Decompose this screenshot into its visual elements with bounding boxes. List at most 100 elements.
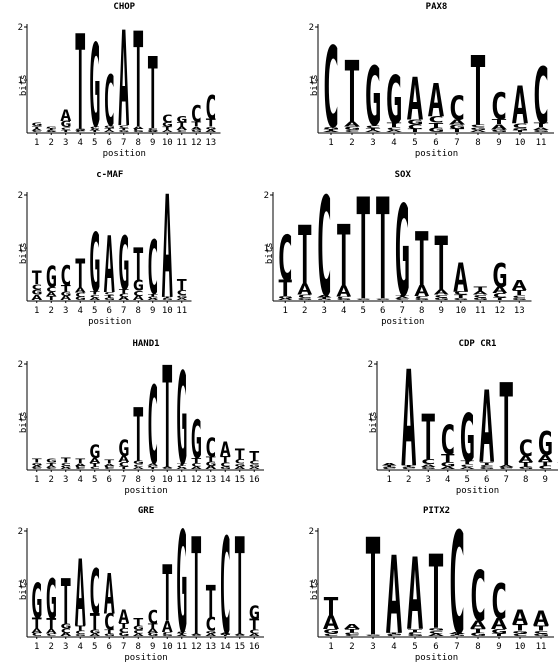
glyph-T: T [31,458,42,464]
glyph-G: G [317,299,333,301]
x-axis-label: position [124,653,167,663]
glyph-A: A [344,622,361,631]
y-axis-label: bits [369,411,379,433]
glyph-T: T [75,251,86,297]
glyph-A: A [46,291,58,298]
x-tick-label: 10 [162,475,173,485]
glyph-A: A [375,298,391,299]
x-tick-label: 10 [162,306,173,316]
x-tick-label: 3 [63,642,68,652]
glyph-A: A [60,467,71,469]
glyph-C: C [317,170,332,328]
glyph-T: T [162,337,173,501]
glyph-G: G [470,632,487,637]
y-tick-label: 1 [18,76,23,86]
x-tick-label: 13 [514,306,525,316]
x-tick-label: 9 [150,138,155,148]
logo-panel-c-maf: c-MAF12bitsAGCT1TACG2AGTC3GCAT4ACTG5GTCA… [18,165,192,330]
glyph-G: G [365,52,382,146]
glyph-C: C [470,124,487,128]
glyph-T: T [191,457,202,465]
glyph-T: T [162,551,173,640]
glyph-C: C [407,123,424,130]
glyph-G: G [249,603,260,624]
y-tick-label: 2 [309,23,314,33]
glyph-T: T [449,128,466,133]
x-tick-label: 12 [191,642,202,652]
glyph-T: T [176,463,187,466]
glyph-G: G [133,130,144,132]
glyph-A: A [104,130,115,132]
logo-panel-gre: GRE12bitsCATG1CATG2ACGT3GCTA4AGTC5GTCA6G… [18,501,264,664]
y-axis-label: bits [310,578,320,600]
glyph-G: G [453,297,468,300]
glyph-A: A [344,120,361,129]
x-tick-label: 2 [349,138,354,148]
glyph-C: C [176,632,187,634]
glyph-T: T [147,467,158,469]
glyph-T: T [60,456,71,464]
x-tick-label: 11 [176,138,187,148]
glyph-G: G [449,635,466,637]
glyph-A: A [89,297,100,301]
x-tick-label: 2 [406,475,411,485]
glyph-C: C [104,291,115,295]
glyph-T: T [453,294,468,299]
glyph-T: T [538,461,553,468]
x-tick-label: 2 [49,138,54,148]
glyph-G: G [147,130,158,132]
glyph-A: A [89,633,100,637]
glyph-T: T [492,297,507,301]
glyph-A: A [356,298,372,299]
glyph-G: G [382,467,398,469]
glyph-C: C [434,294,449,298]
x-tick-label: 9 [496,642,501,652]
x-tick-label: 8 [136,138,141,148]
glyph-A: A [46,131,57,133]
glyph-G: G [479,466,494,469]
glyph-G: G [434,297,449,301]
glyph-A: A [386,129,403,132]
x-tick-label: 6 [107,138,112,148]
glyph-T: T [249,616,260,633]
x-tick-label: 8 [475,138,480,148]
glyph-G: G [104,297,115,301]
glyph-G: G [220,634,231,636]
x-tick-label: 15 [234,475,245,485]
glyph-C: C [46,130,57,132]
glyph-T: T [162,126,173,131]
x-tick-label: 9 [150,642,155,652]
glyph-G: G [365,635,382,636]
glyph-A: A [234,634,245,636]
glyph-G: G [344,632,361,635]
glyph-T: T [278,275,293,301]
glyph-G: G [60,465,71,468]
glyph-C: C [104,609,115,635]
glyph-A: A [234,466,245,470]
x-tick-label: 6 [380,306,385,316]
glyph-G: G [133,625,144,632]
glyph-A: A [191,466,202,470]
glyph-G: G [356,299,372,300]
glyph-C: C [104,467,115,469]
glyph-T: T [440,452,456,465]
glyph-G: G [176,347,187,494]
glyph-C: C [46,467,57,469]
x-tick-label: 13 [205,475,216,485]
glyph-A: A [89,129,100,131]
glyph-A: A [407,538,424,654]
